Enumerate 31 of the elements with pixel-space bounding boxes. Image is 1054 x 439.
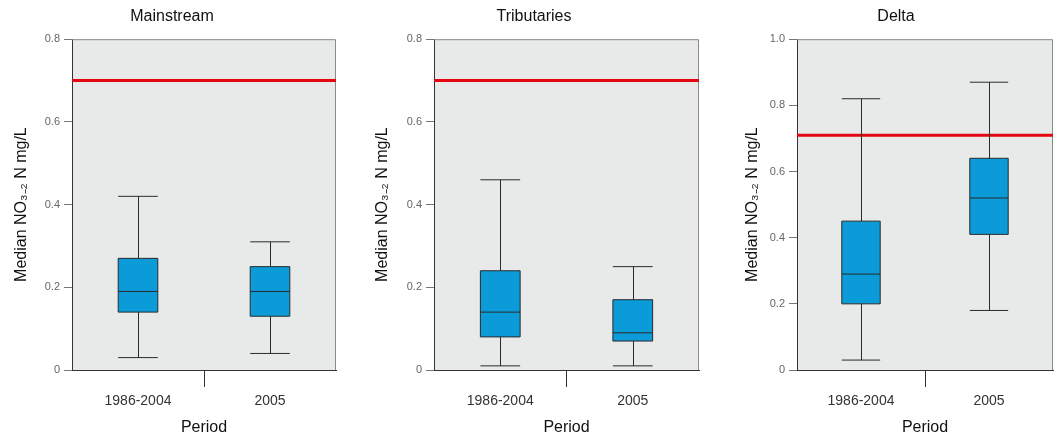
y-tick-label: 0.8: [44, 32, 60, 45]
x-tick-label: 1986-2004: [827, 392, 895, 409]
y-tick-label: 0.6: [406, 114, 422, 127]
x-axis-title: Period: [901, 417, 949, 435]
y-tick-label: 0.4: [44, 197, 60, 210]
x-tick-label: 2005: [617, 392, 649, 409]
y-tick-label: 0.8: [406, 32, 422, 45]
y-tick-label: 0: [415, 363, 422, 376]
chart-title: Delta: [877, 7, 915, 25]
y-tick-label: 0.4: [769, 230, 785, 243]
y-tick-label: 0.8: [769, 98, 785, 111]
x-axis-title: Period: [543, 417, 590, 435]
x-axis-title: Period: [180, 417, 228, 435]
y-tick-label: 0.2: [44, 280, 60, 293]
x-tick-label: 2005: [973, 392, 1005, 409]
y-tick-label: 0.2: [406, 280, 422, 293]
y-tick-label: 1.0: [769, 32, 785, 45]
y-tick-label: 0: [778, 363, 785, 376]
chart-title: Mainstream: [130, 7, 214, 25]
y-tick-label: 0: [53, 363, 60, 376]
y-tick-label: 0.4: [406, 197, 422, 210]
y-tick-label: 0.2: [769, 296, 785, 309]
chart-title: Tributaries: [496, 7, 572, 25]
y-axis-title: Median NO₃₋₂ N mg/L: [12, 127, 30, 282]
y-tick-label: 0.6: [769, 164, 785, 177]
y-axis-title: Median NO₃₋₂ N mg/L: [373, 127, 391, 282]
x-tick-label: 1986-2004: [104, 392, 172, 409]
x-tick-label: 1986-2004: [466, 392, 534, 409]
x-tick-label: 2005: [254, 392, 286, 409]
y-axis-title: Median NO₃₋₂ N mg/L: [743, 127, 761, 282]
y-tick-label: 0.6: [44, 114, 60, 127]
